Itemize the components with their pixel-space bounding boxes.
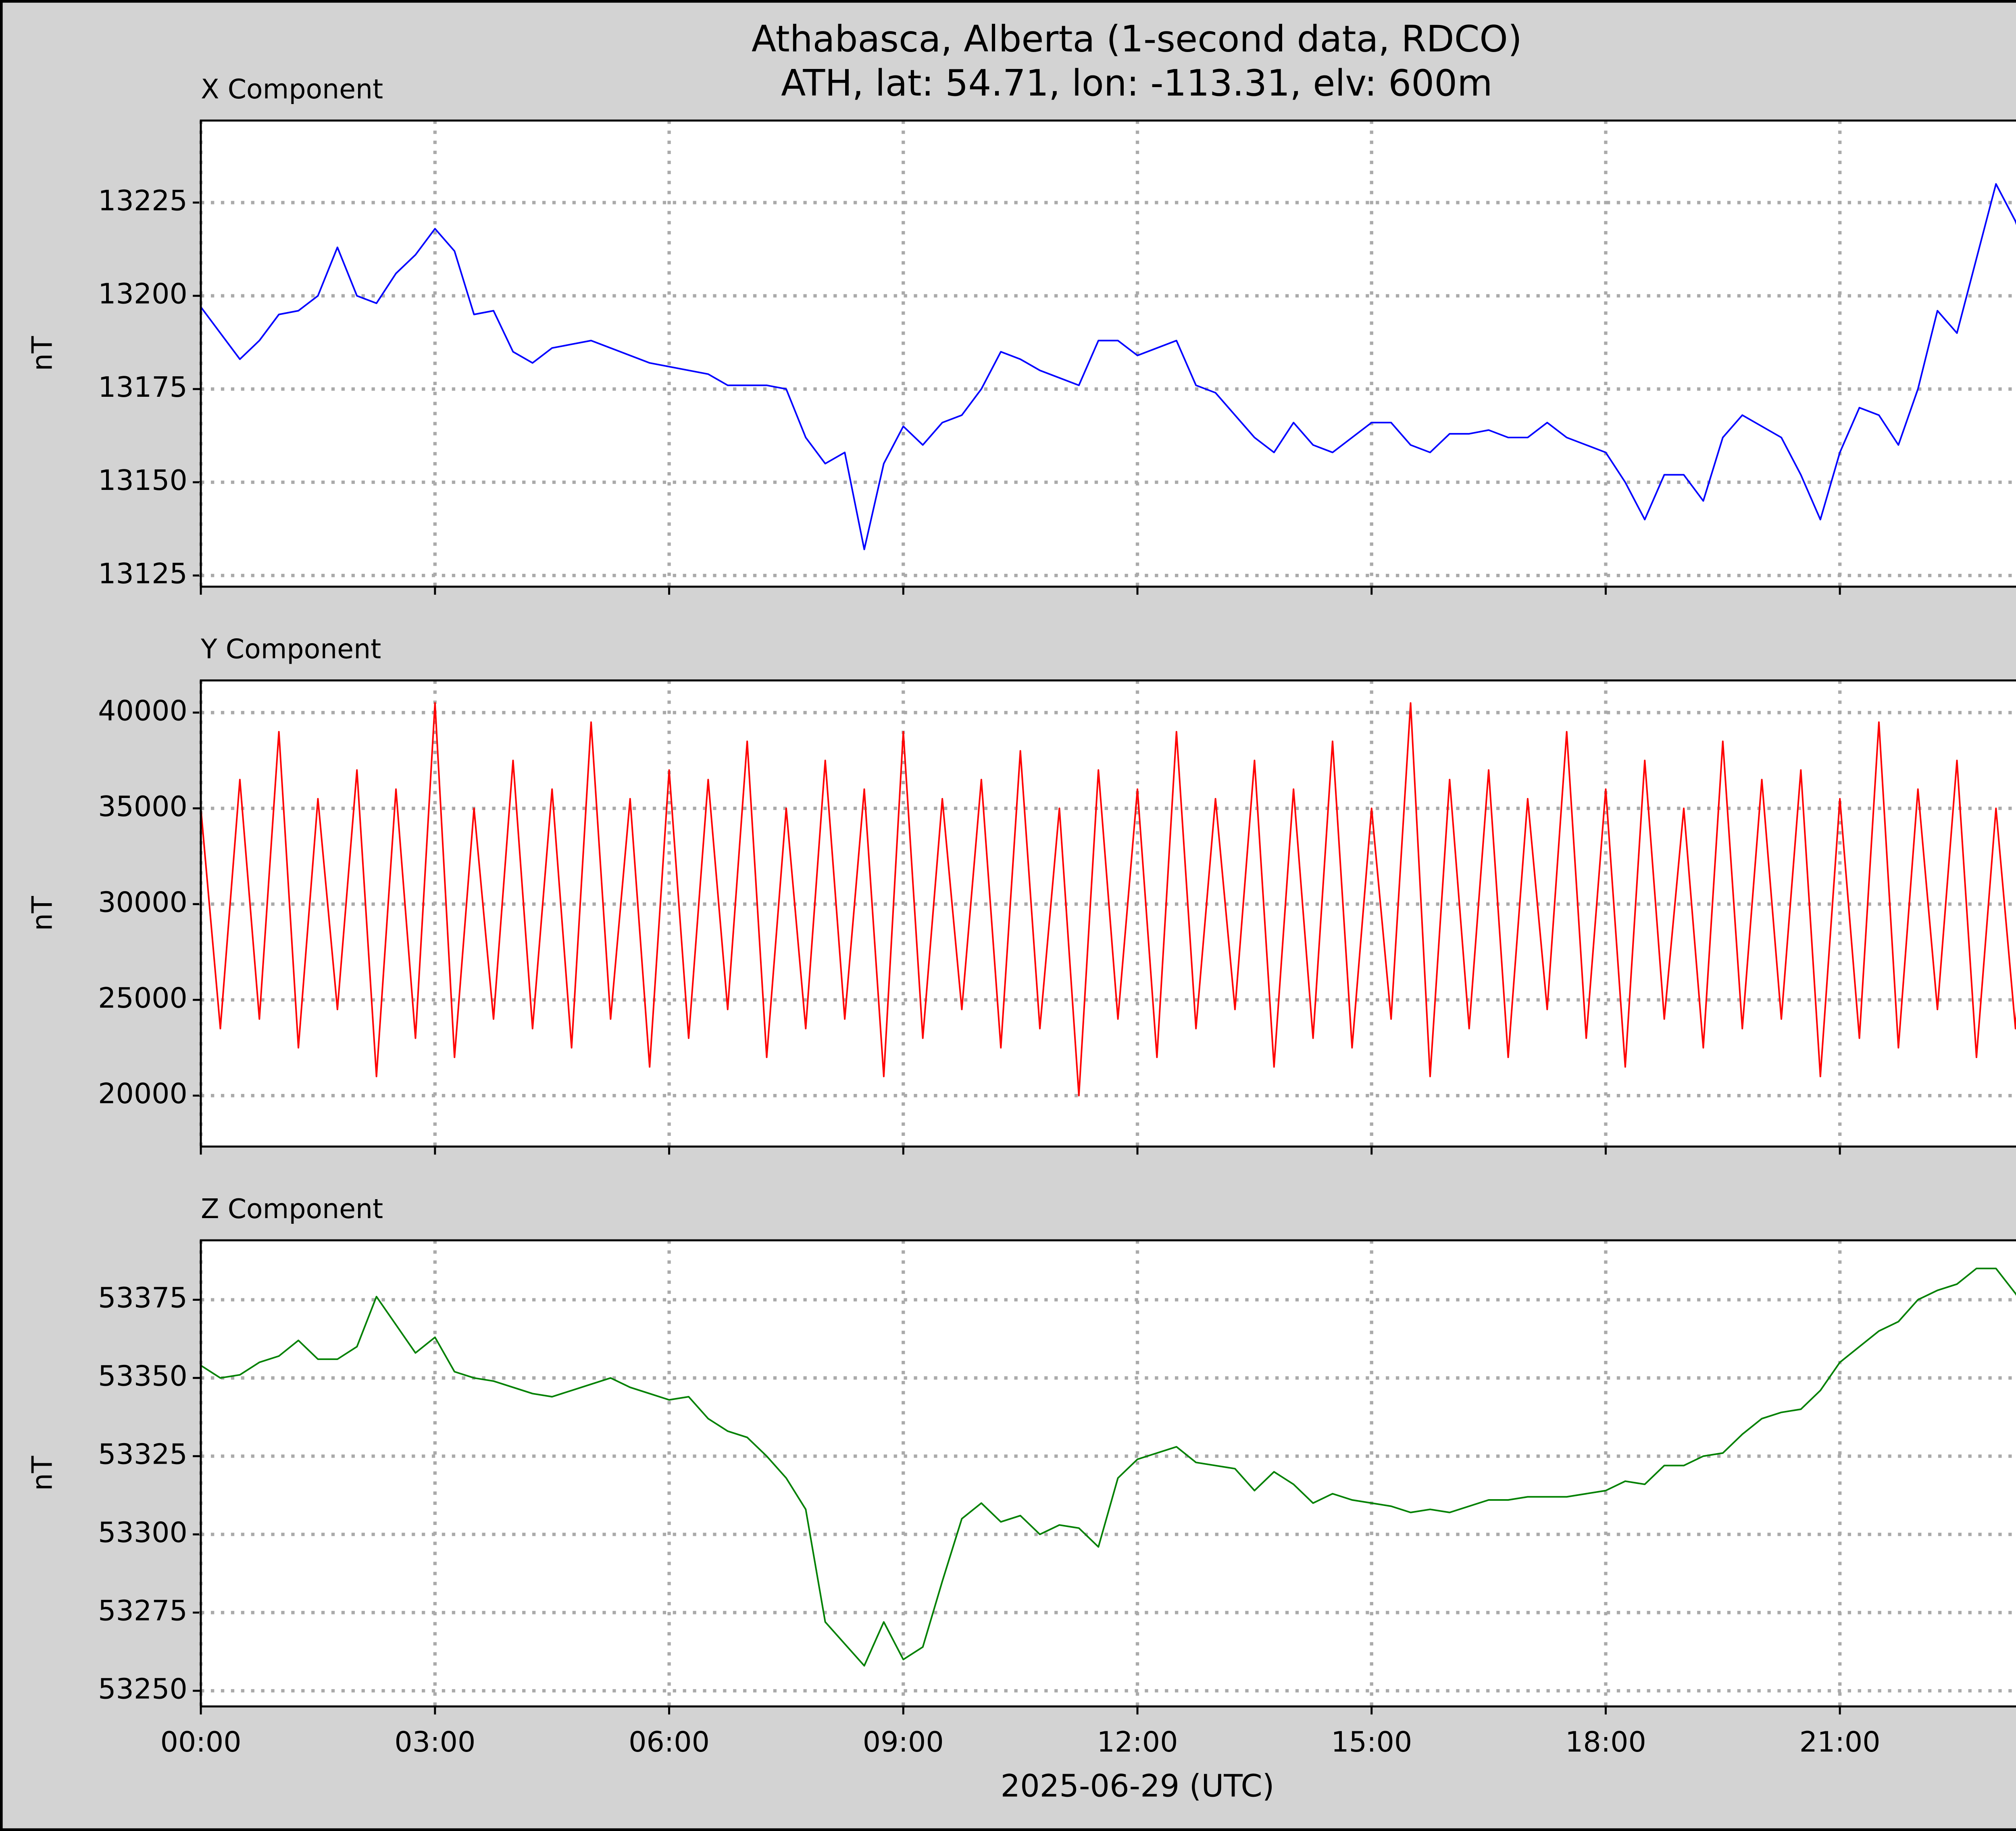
data-line [200, 1267, 2016, 1667]
y-tick-label: 53250 [98, 1673, 187, 1705]
subplot-title: Z Component [201, 1193, 383, 1225]
plot-area [201, 120, 2016, 587]
x-tick-label: 06:00 [629, 1726, 710, 1758]
x-tick-label: 12:00 [1097, 1726, 1178, 1758]
y-axis-label: nT [26, 1456, 59, 1491]
plot-area [201, 680, 2016, 1147]
y-axis-label: nT [26, 896, 59, 931]
plot-frame [200, 679, 2016, 1148]
plot-area [201, 1240, 2016, 1707]
figure-title: Athabasca, Alberta (1-second data, RDCO) [752, 18, 1522, 60]
x-tick-label: 15:00 [1331, 1726, 1412, 1758]
subplot-title: X Component [201, 73, 383, 105]
plot-frame [200, 1239, 2016, 1708]
y-tick-label: 20000 [98, 1077, 187, 1110]
y-tick-label: 53350 [98, 1360, 187, 1392]
x-tick-label: 21:00 [1799, 1726, 1881, 1758]
y-tick-label: 13225 [98, 184, 187, 217]
y-tick-label: 25000 [98, 982, 187, 1014]
y-tick-label: 13175 [98, 371, 187, 404]
data-line [200, 183, 2016, 550]
x-tick-label: 09:00 [863, 1726, 944, 1758]
data-line [200, 702, 2016, 1097]
y-tick-label: 53375 [98, 1281, 187, 1314]
figure-subtitle: ATH, lat: 54.71, lon: -113.31, elv: 600m [781, 62, 1492, 104]
x-tick-label: 18:00 [1565, 1726, 1646, 1758]
y-tick-label: 53275 [98, 1594, 187, 1627]
subplot-title: Y Component [200, 633, 381, 664]
y-tick-label: 53325 [98, 1438, 187, 1471]
y-tick-label: 13125 [98, 557, 187, 590]
y-tick-label: 53300 [98, 1516, 187, 1549]
x-tick-label: 00:00 [160, 1726, 242, 1758]
y-tick-label: 40000 [98, 694, 187, 727]
y-tick-label: 35000 [98, 790, 187, 823]
y-tick-label: 30000 [98, 886, 187, 919]
y-tick-label: 13200 [98, 278, 187, 310]
x-tick-label: 03:00 [394, 1726, 475, 1758]
x-axis-label: 2025-06-29 (UTC) [1000, 1769, 1274, 1804]
y-tick-label: 13150 [98, 464, 187, 497]
plot-frame [200, 119, 2016, 588]
y-axis-label: nT [26, 336, 59, 371]
